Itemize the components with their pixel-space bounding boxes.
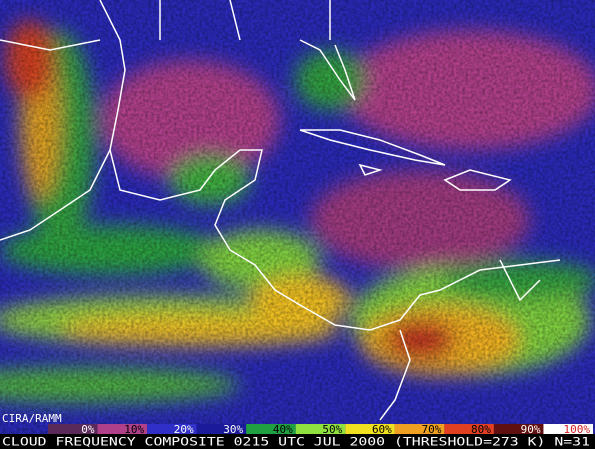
legend-label: 10%	[124, 423, 144, 436]
legend-label: 100%	[564, 423, 591, 436]
legend-swatch	[295, 424, 346, 435]
cloud-field	[0, 0, 595, 434]
credit: CIRA/RAMM	[2, 412, 62, 425]
coastlines	[0, 0, 561, 421]
legend-swatch	[246, 424, 296, 435]
color-legend: 0% 10% 20% 30% 40% 50% 60% 70% 80% 90% 100%	[48, 423, 593, 436]
caption-bar	[0, 434, 595, 449]
legend-label: 80%	[471, 423, 491, 436]
legend-label: 0%	[81, 423, 95, 436]
legend-swatch	[48, 424, 98, 435]
legend-swatch	[97, 424, 148, 435]
legend-swatch	[147, 424, 197, 435]
legend-label: 70%	[421, 423, 441, 436]
legend-swatch	[543, 424, 593, 435]
caption: CLOUD FREQUENCY COMPOSITE 0215 UTC JUL 2…	[2, 435, 590, 449]
legend-swatch	[493, 424, 544, 435]
legend-label: 50%	[322, 423, 342, 436]
legend-swatch	[394, 424, 445, 435]
legend-label: 90%	[521, 423, 541, 436]
legend-swatch	[345, 424, 395, 435]
legend-label: 40%	[273, 423, 293, 436]
legend-swatch	[444, 424, 494, 435]
legend-label: 20%	[174, 423, 194, 436]
legend-label: 30%	[223, 423, 243, 436]
legend-label: 60%	[372, 423, 392, 436]
legend-swatch	[196, 424, 247, 435]
